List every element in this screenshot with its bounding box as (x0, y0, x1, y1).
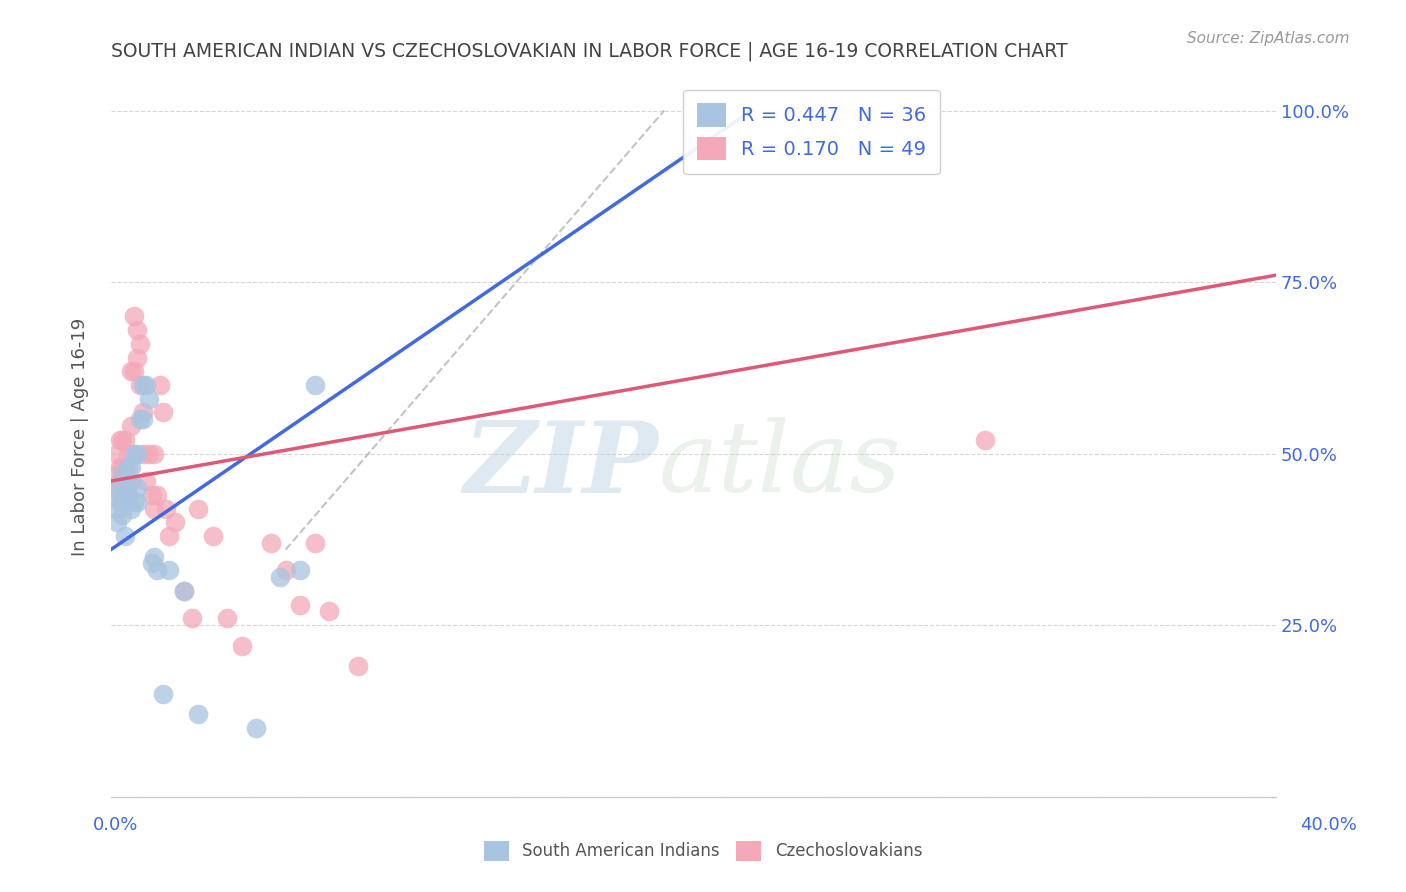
Point (129, 412, 152, 426)
Point (201, 529, 224, 543)
Point (132, 447, 155, 461)
Point (125, 481, 148, 495)
Point (114, 529, 136, 543)
Point (122, 447, 145, 461)
Text: atlas: atlas (658, 417, 901, 513)
Point (347, 659, 370, 673)
Point (111, 494, 134, 508)
Point (108, 494, 131, 508)
Point (117, 460, 139, 475)
Legend: R = 0.447   N = 36, R = 0.170   N = 49: R = 0.447 N = 36, R = 0.170 N = 49 (683, 89, 941, 174)
Point (120, 460, 142, 475)
Point (146, 563, 169, 577)
Point (122, 494, 145, 508)
Point (111, 467, 134, 482)
Point (125, 447, 148, 461)
Point (132, 405, 155, 419)
Point (146, 488, 169, 502)
Point (120, 364, 142, 378)
Point (125, 323, 148, 337)
Text: Source: ZipAtlas.com: Source: ZipAtlas.com (1187, 31, 1350, 46)
Point (122, 310, 145, 324)
Point (120, 474, 142, 488)
Point (173, 583, 195, 598)
Point (152, 405, 174, 419)
Point (152, 687, 174, 701)
Point (143, 447, 166, 461)
Point (120, 419, 142, 434)
Point (181, 611, 204, 625)
Point (135, 474, 157, 488)
Point (318, 604, 340, 618)
Point (129, 336, 152, 351)
Point (117, 488, 139, 502)
Text: 40.0%: 40.0% (1301, 816, 1357, 834)
Text: SOUTH AMERICAN INDIAN VS CZECHOSLOVAKIAN IN LABOR FORCE | AGE 16-19 CORRELATION : SOUTH AMERICAN INDIAN VS CZECHOSLOVAKIAN… (111, 42, 1067, 62)
Point (111, 508, 134, 523)
Point (108, 433, 131, 447)
Point (143, 501, 166, 516)
Point (138, 392, 160, 406)
Point (114, 460, 136, 475)
Point (157, 563, 180, 577)
Point (149, 378, 172, 392)
Point (288, 563, 311, 577)
Point (973, 433, 995, 447)
Point (245, 721, 267, 735)
Point (274, 563, 297, 577)
Point (132, 378, 155, 392)
Point (117, 447, 139, 461)
Point (105, 515, 128, 529)
Point (269, 570, 291, 584)
Point (122, 364, 145, 378)
Point (163, 515, 186, 529)
Point (187, 501, 209, 516)
Point (141, 488, 163, 502)
Text: 0.0%: 0.0% (93, 816, 138, 834)
Point (260, 536, 283, 550)
Point (108, 488, 131, 502)
Point (114, 488, 136, 502)
Point (114, 474, 136, 488)
Point (138, 447, 160, 461)
Point (111, 488, 134, 502)
Point (105, 501, 128, 516)
Point (105, 467, 128, 482)
Y-axis label: In Labor Force | Age 16-19: In Labor Force | Age 16-19 (72, 318, 89, 556)
Point (304, 378, 326, 392)
Point (114, 433, 136, 447)
Point (125, 494, 148, 508)
Point (111, 460, 134, 475)
Point (117, 488, 139, 502)
Point (125, 351, 148, 365)
Point (304, 536, 326, 550)
Point (108, 474, 131, 488)
Point (288, 598, 311, 612)
Point (143, 549, 166, 564)
Legend: South American Indians, Czechoslovakians: South American Indians, Czechoslovakians (477, 834, 929, 868)
Point (155, 501, 177, 516)
Point (108, 481, 131, 495)
Point (135, 378, 157, 392)
Point (173, 583, 195, 598)
Point (120, 474, 142, 488)
Point (120, 501, 142, 516)
Text: ZIP: ZIP (464, 417, 658, 514)
Point (105, 447, 128, 461)
Point (187, 707, 209, 722)
Point (132, 412, 155, 426)
Point (129, 378, 152, 392)
Point (108, 460, 131, 475)
Point (157, 529, 180, 543)
Point (111, 433, 134, 447)
Point (103, 481, 125, 495)
Point (217, 611, 239, 625)
Point (231, 639, 253, 653)
Point (141, 557, 163, 571)
